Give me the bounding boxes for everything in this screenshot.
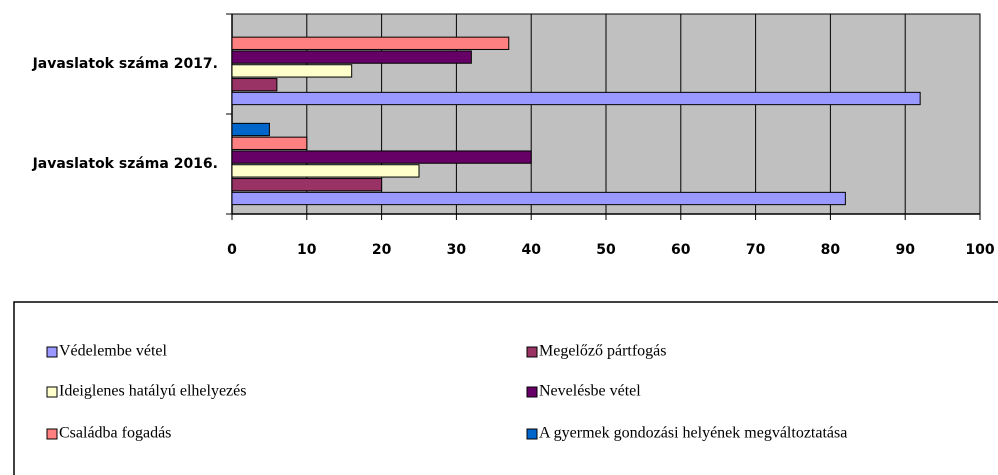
bar: [231, 164, 420, 178]
y-tick-label: Javaslatok száma 2016.: [32, 156, 218, 172]
x-tick-label: 30: [447, 242, 467, 258]
bar: [231, 150, 532, 164]
x-tick-label: 10: [297, 242, 317, 258]
x-tick-label: 60: [671, 242, 691, 258]
legend-swatch: [46, 428, 58, 440]
legend-swatch: [46, 386, 58, 398]
bar: [231, 191, 846, 206]
x-tick-label: 20: [372, 242, 392, 258]
bar: [231, 91, 921, 106]
bar: [231, 64, 353, 78]
legend-label: Megelőző pártfogás: [539, 343, 667, 360]
x-tick-label: 0: [227, 242, 237, 258]
legend-box: [13, 301, 998, 475]
legend-label: Ideiglenes hatályú elhelyezés: [59, 383, 246, 400]
legend-label: A gyermek gondozási helyének megváltozta…: [539, 425, 847, 442]
bar: [231, 78, 278, 92]
x-tick-label: 50: [596, 242, 616, 258]
legend-label: Védelembe vétel: [59, 343, 168, 360]
bar: [231, 50, 472, 64]
x-tick-label: 40: [521, 242, 541, 258]
legend-label: Családba fogadás: [59, 425, 171, 442]
x-tick-label: 70: [746, 242, 766, 258]
bar: [231, 122, 270, 137]
legend-label: Nevelésbe vétel: [539, 383, 641, 400]
y-tick-label: Javaslatok száma 2017.: [32, 56, 218, 72]
bar: [231, 36, 510, 50]
bar: [231, 136, 308, 150]
legend-swatch: [46, 346, 58, 358]
bar: [231, 178, 383, 192]
x-tick-label: 80: [821, 242, 841, 258]
x-tick-label: 90: [895, 242, 915, 258]
legend-swatch: [526, 428, 538, 440]
x-tick-label: 100: [965, 242, 994, 258]
legend-swatch: [526, 346, 538, 358]
legend-swatch: [526, 386, 538, 398]
